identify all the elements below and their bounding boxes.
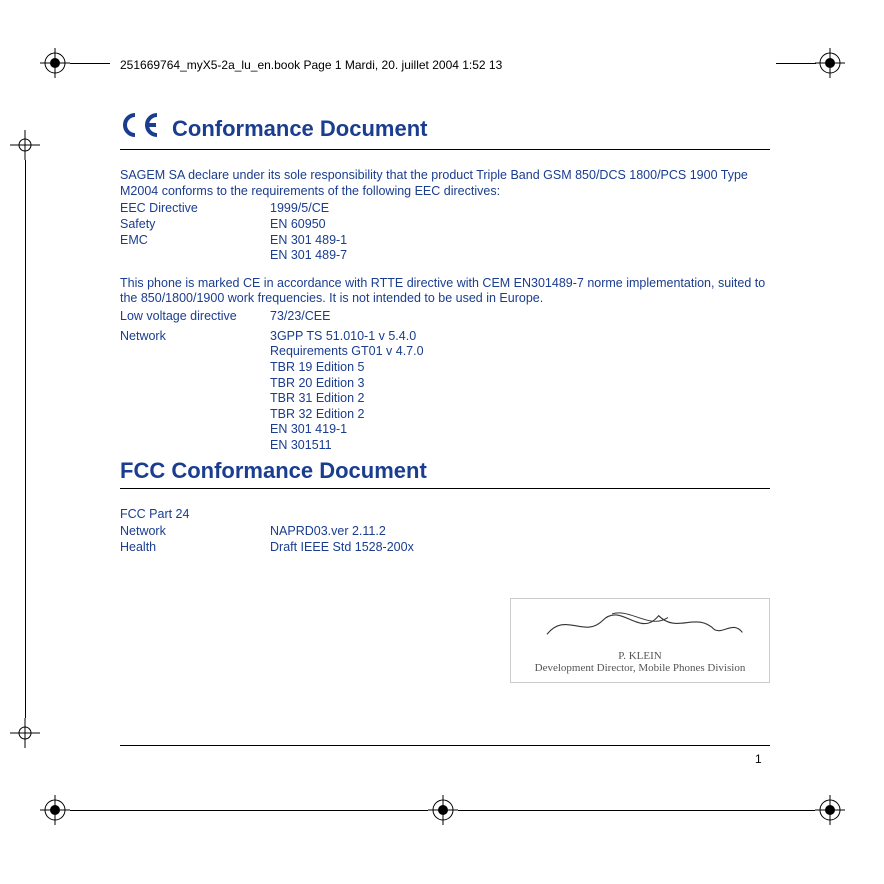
section-title: FCC Conformance Document <box>120 458 770 484</box>
spec-label: Health <box>120 540 270 556</box>
spec-label: Network <box>120 329 270 345</box>
section-title: Conformance Document <box>172 116 427 142</box>
signature-role: Development Director, Mobile Phones Divi… <box>519 662 761 674</box>
crop-line <box>776 63 816 64</box>
spec-value: TBR 20 Edition 3 <box>270 376 770 392</box>
spec-label <box>120 360 270 376</box>
spec-label <box>120 376 270 392</box>
reg-mark <box>10 130 40 160</box>
crop-line <box>458 810 815 811</box>
spec-row: TBR 31 Edition 2 <box>120 391 770 407</box>
spec-row: Network3GPP TS 51.010-1 v 5.4.0 <box>120 329 770 345</box>
spec-value: 3GPP TS 51.010-1 v 5.4.0 <box>270 329 770 345</box>
spec-row: Requirements GT01 v 4.7.0 <box>120 344 770 360</box>
spec-row: Low voltage directive73/23/CEE <box>120 309 770 325</box>
spec-label <box>120 407 270 423</box>
spec-row: EN 301 419-1 <box>120 422 770 438</box>
spec-table: Low voltage directive73/23/CEE <box>120 309 770 325</box>
crop-line <box>70 63 110 64</box>
spec-value: EN 60950 <box>270 217 770 233</box>
crop-line <box>70 810 428 811</box>
spec-value: TBR 31 Edition 2 <box>270 391 770 407</box>
spec-value: TBR 32 Edition 2 <box>270 407 770 423</box>
signature-name: P. KLEIN <box>519 650 761 662</box>
reg-mark <box>40 795 70 825</box>
spec-label: Network <box>120 524 270 540</box>
spec-label <box>120 344 270 360</box>
spec-row: HealthDraft IEEE Std 1528-200x <box>120 540 770 556</box>
spec-row: NetworkNAPRD03.ver 2.11.2 <box>120 524 770 540</box>
spec-table: NetworkNAPRD03.ver 2.11.2HealthDraft IEE… <box>120 524 770 555</box>
spec-row: TBR 19 Edition 5 <box>120 360 770 376</box>
spec-label <box>120 438 270 454</box>
spec-label: EMC <box>120 233 270 249</box>
spec-row: TBR 32 Edition 2 <box>120 407 770 423</box>
intro-paragraph: SAGEM SA declare under its sole responsi… <box>120 168 770 199</box>
spec-table: Network3GPP TS 51.010-1 v 5.4.0Requireme… <box>120 329 770 454</box>
reg-mark <box>10 718 40 748</box>
spec-table: EEC Directive1999/5/CESafetyEN 60950EMCE… <box>120 201 770 264</box>
divider <box>120 149 770 150</box>
title-row: Conformance Document <box>120 112 770 145</box>
spec-label: Low voltage directive <box>120 309 270 325</box>
spec-value: 73/23/CEE <box>270 309 770 325</box>
spec-row: SafetyEN 60950 <box>120 217 770 233</box>
running-header: 251669764_myX5-2a_lu_en.book Page 1 Mard… <box>120 50 770 72</box>
spec-row: EN 301511 <box>120 438 770 454</box>
spec-value: EN 301 489-7 <box>270 248 770 264</box>
crop-line <box>25 160 26 718</box>
reg-mark <box>428 795 458 825</box>
spec-value: EN 301 419-1 <box>270 422 770 438</box>
ce-mark-icon <box>120 112 164 145</box>
fcc-line: FCC Part 24 <box>120 507 770 523</box>
page-content: 251669764_myX5-2a_lu_en.book Page 1 Mard… <box>120 50 770 556</box>
spec-label <box>120 422 270 438</box>
spec-row: TBR 20 Edition 3 <box>120 376 770 392</box>
spec-value: NAPRD03.ver 2.11.2 <box>270 524 770 540</box>
spec-value: EN 301511 <box>270 438 770 454</box>
spec-label: EEC Directive <box>120 201 270 217</box>
spec-label <box>120 391 270 407</box>
spec-label: Safety <box>120 217 270 233</box>
divider <box>120 488 770 489</box>
note-paragraph: This phone is marked CE in accordance wi… <box>120 276 770 307</box>
reg-mark <box>40 48 70 78</box>
spec-label <box>120 248 270 264</box>
spec-value: Draft IEEE Std 1528-200x <box>270 540 770 556</box>
signature-icon <box>519 605 761 645</box>
footer-rule <box>120 745 770 746</box>
spec-row: EEC Directive1999/5/CE <box>120 201 770 217</box>
spec-row: EN 301 489-7 <box>120 248 770 264</box>
page-number: 1 <box>755 752 762 766</box>
spec-value: 1999/5/CE <box>270 201 770 217</box>
spec-value: TBR 19 Edition 5 <box>270 360 770 376</box>
reg-mark <box>815 795 845 825</box>
spec-row: EMCEN 301 489-1 <box>120 233 770 249</box>
spec-value: Requirements GT01 v 4.7.0 <box>270 344 770 360</box>
signature-block: P. KLEIN Development Director, Mobile Ph… <box>510 598 770 683</box>
spec-value: EN 301 489-1 <box>270 233 770 249</box>
reg-mark <box>815 48 845 78</box>
